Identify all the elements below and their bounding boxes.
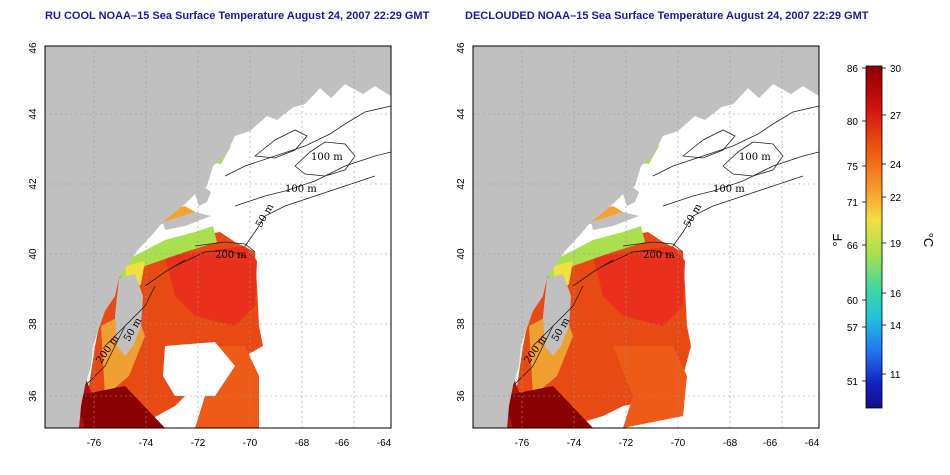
right-lon-axis: -76 -74 -72 -70 -68 -66 -64 xyxy=(515,438,820,449)
left-lon-tick: -68 xyxy=(295,438,310,449)
right-lat-tick: 38 xyxy=(456,318,467,330)
colorbar-c-tick: 24 xyxy=(890,160,902,171)
colorbar-fahrenheit-label: °F xyxy=(830,233,845,246)
left-contour-label-100a: 100 m xyxy=(311,152,343,163)
left-lat-tick: 46 xyxy=(28,42,39,54)
right-lat-tick: 44 xyxy=(456,108,467,120)
right-lat-tick: 46 xyxy=(456,42,467,54)
colorbar-f-tick: 75 xyxy=(847,162,859,173)
left-map-title: RU COOL NOAA–15 Sea Surface Temperature … xyxy=(45,10,430,22)
right-lon-tick: -66 xyxy=(763,438,778,449)
left-lat-tick: 38 xyxy=(28,318,39,330)
left-lat-tick: 36 xyxy=(28,390,39,402)
right-lon-tick: -68 xyxy=(723,438,738,449)
colorbar-f-tick: 80 xyxy=(847,117,859,128)
colorbar-celsius-label: °C xyxy=(921,233,936,248)
right-map-frame xyxy=(472,45,820,429)
colorbar-c-tick: 22 xyxy=(890,193,902,204)
left-lon-axis: -76 -74 -72 -70 -68 -66 -64 xyxy=(87,438,392,449)
left-lat-tick: 42 xyxy=(28,178,39,190)
right-lon-tick: -76 xyxy=(515,438,530,449)
right-map: 100 m 100 m 50 m 200 m 50 m 200 m xyxy=(472,45,820,429)
colorbar-f-tick: 86 xyxy=(847,64,859,75)
right-lat-tick: 36 xyxy=(456,390,467,402)
colorbar-c-tick: 14 xyxy=(890,321,902,332)
left-lon-tick: -66 xyxy=(335,438,350,449)
right-lat-tick: 40 xyxy=(456,248,467,260)
colorbar-f-tick: 60 xyxy=(847,296,859,307)
left-lon-tick: -76 xyxy=(87,438,102,449)
left-lat-tick: 44 xyxy=(28,108,39,120)
colorbar-f-tick: 66 xyxy=(847,241,859,252)
colorbar-c-tick: 19 xyxy=(890,239,902,250)
left-grid xyxy=(45,46,391,428)
colorbar-c-tick: 30 xyxy=(890,64,902,75)
right-lat-axis: 36 38 40 42 44 46 xyxy=(456,42,467,402)
colorbar-c-tick: 27 xyxy=(890,111,902,122)
left-map: 100 m 100 m 50 m 200 m 50 m 200 m xyxy=(44,45,392,429)
left-map-frame xyxy=(44,45,392,429)
colorbar-f-tick: 57 xyxy=(847,323,859,334)
left-contour-label-200a: 200 m xyxy=(215,250,247,261)
right-lon-tick: -64 xyxy=(805,438,820,449)
right-contour-label-100b: 100 m xyxy=(713,184,745,195)
left-lon-tick: -70 xyxy=(243,438,258,449)
left-lat-axis: 36 38 40 42 44 46 xyxy=(28,42,39,402)
right-contour-label-200a: 200 m xyxy=(643,250,675,261)
colorbar-gradient xyxy=(865,65,883,409)
right-lon-tick: -72 xyxy=(619,438,634,449)
right-map-title: DECLOUDED NOAA–15 Sea Surface Temperatur… xyxy=(465,10,869,22)
right-lon-tick: -70 xyxy=(671,438,686,449)
colorbar-c-tick: 16 xyxy=(890,289,902,300)
right-grid xyxy=(473,46,819,428)
right-lat-tick: 42 xyxy=(456,178,467,190)
left-lon-tick: -64 xyxy=(377,438,392,449)
colorbar-f-tick: 71 xyxy=(847,198,859,209)
left-bathymetry-contours xyxy=(84,105,392,387)
left-lon-tick: -72 xyxy=(191,438,206,449)
colorbar: 86 80 75 71 66 60 57 51 30 27 24 22 19 1… xyxy=(830,64,936,409)
right-lon-tick: -74 xyxy=(567,438,582,449)
left-lon-tick: -74 xyxy=(139,438,154,449)
left-lat-tick: 40 xyxy=(28,248,39,260)
colorbar-c-tick: 11 xyxy=(890,370,901,381)
right-contour-label-100a: 100 m xyxy=(739,152,771,163)
colorbar-f-tick: 51 xyxy=(847,377,859,388)
left-contour-label-100b: 100 m xyxy=(285,184,317,195)
